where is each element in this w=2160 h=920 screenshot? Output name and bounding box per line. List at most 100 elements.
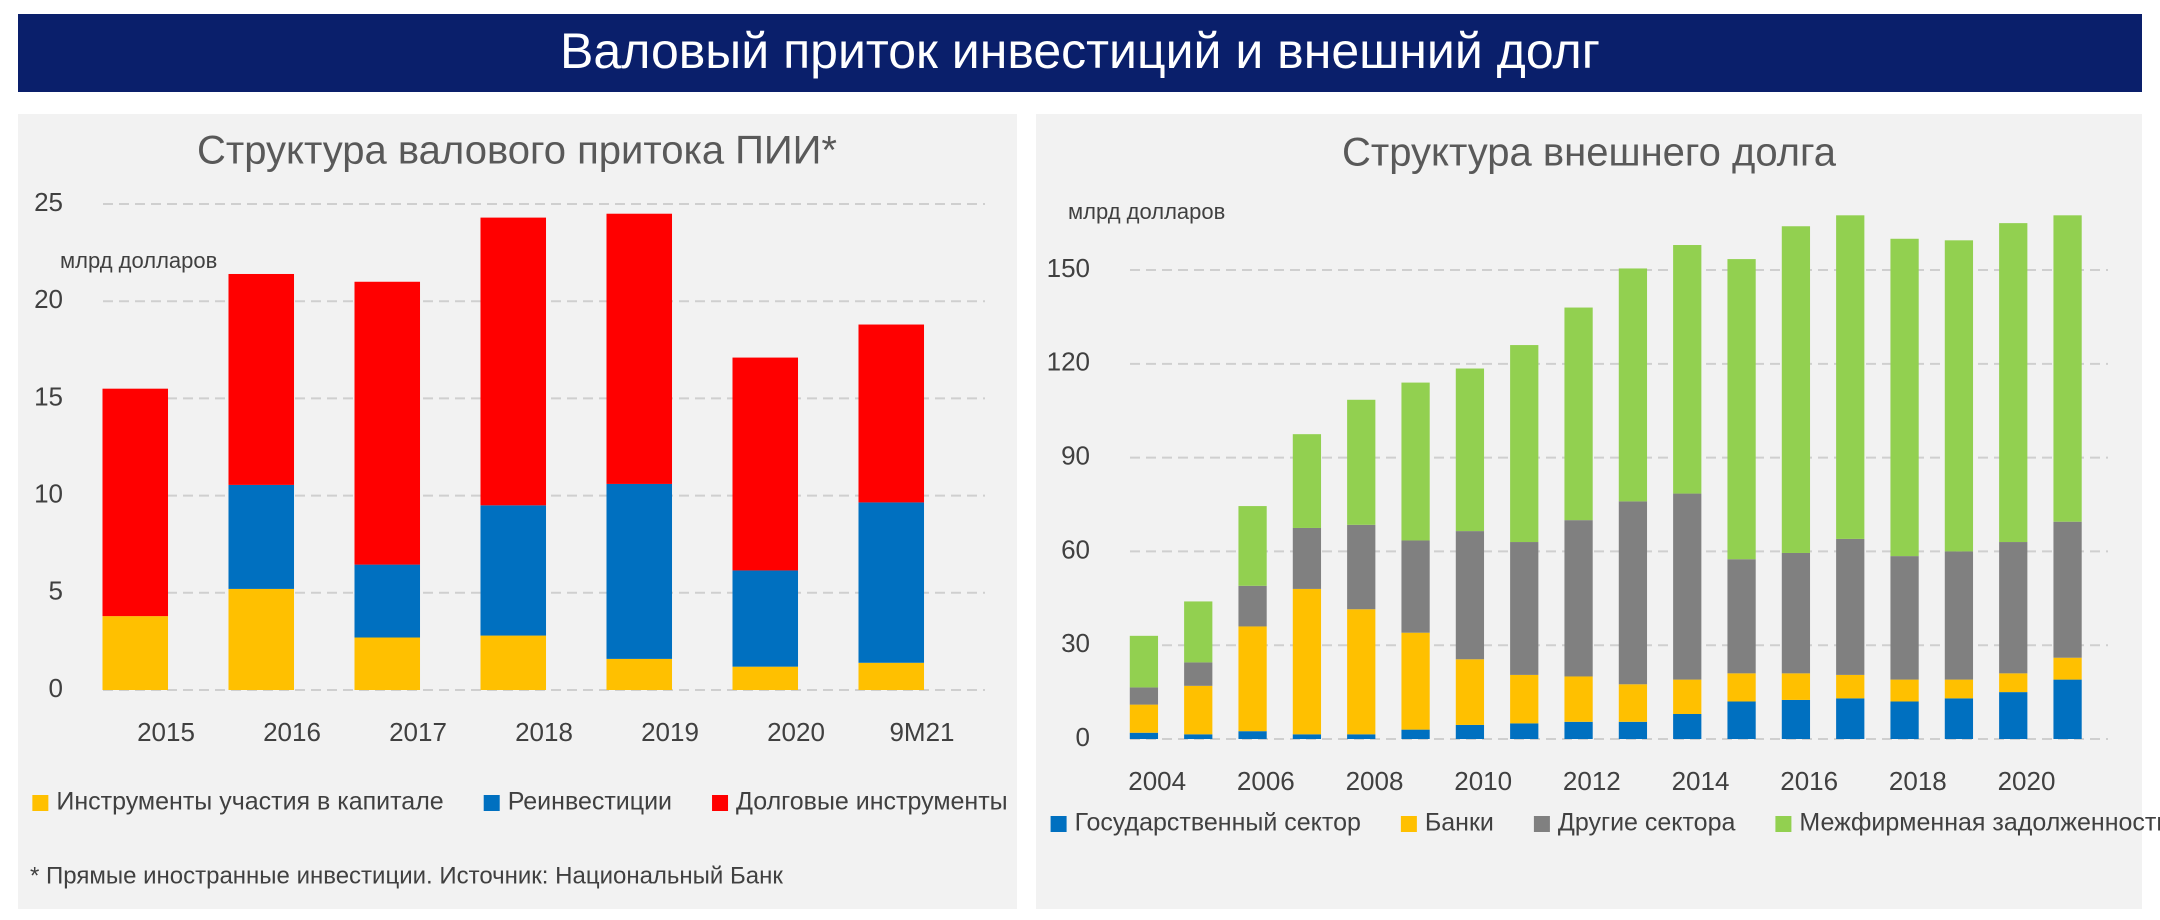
y-tick-label: 0 <box>49 673 63 703</box>
x-tick-label: 2020 <box>1998 766 2056 796</box>
bar-segment <box>1510 723 1539 739</box>
bar-segment <box>354 281 421 565</box>
legend-label: Другие сектора <box>1558 809 1736 837</box>
legend-swatch <box>1400 816 1417 832</box>
x-tick-label: 2020 <box>767 717 825 747</box>
x-tick-label: 9M21 <box>889 717 954 747</box>
bar-segment <box>1890 238 1919 557</box>
footnote: * Прямые иностранные инвестиции. Источни… <box>30 862 783 889</box>
y-tick-label: 5 <box>49 576 63 606</box>
bar-segment <box>1292 588 1322 735</box>
bar-segment <box>1455 659 1485 725</box>
bar-segment <box>1618 684 1648 722</box>
x-tick-label: 2017 <box>389 717 447 747</box>
x-tick-label: 2006 <box>1237 766 1295 796</box>
x-tick-label: 2018 <box>515 717 573 747</box>
bar-segment <box>228 588 295 690</box>
bar-segment <box>1727 259 1756 560</box>
bar-segment <box>1347 524 1376 610</box>
bar-segment <box>1238 731 1267 739</box>
bar-segment <box>732 570 799 667</box>
bar-segment <box>1836 698 1865 739</box>
bar-segment <box>1727 673 1756 702</box>
bar-segment <box>228 484 295 589</box>
legend-label: Реинвестиции <box>508 788 672 816</box>
bar-segment <box>354 637 421 690</box>
bar-segment <box>1564 676 1593 722</box>
bar-segment <box>1129 687 1159 705</box>
bar-segment <box>1781 699 1811 739</box>
header-bar <box>18 14 2142 92</box>
bar-segment <box>1836 215 1865 539</box>
bar-segment <box>1455 368 1485 532</box>
header-title: Валовый приток инвестиций и внешний долг <box>560 23 1600 79</box>
y-tick-label: 60 <box>1061 534 1090 564</box>
bar-segment <box>1999 542 2028 674</box>
bar-segment <box>1129 635 1159 688</box>
bar-segment <box>606 213 673 484</box>
x-tick-label: 2014 <box>1672 766 1730 796</box>
bar-segment <box>480 505 547 636</box>
bar-segment <box>1944 551 1974 680</box>
bar-segment <box>1238 506 1267 586</box>
chart-title: Структура внешнего долга <box>1342 131 1837 175</box>
bar-segment <box>1944 679 1974 699</box>
y-tick-label: 90 <box>1061 440 1090 470</box>
x-tick-label: 2004 <box>1128 766 1186 796</box>
bar-segment <box>1510 345 1539 543</box>
bar-segment <box>1618 268 1648 502</box>
bar-segment <box>1455 531 1485 660</box>
legend-label: Долговые инструменты <box>736 788 1008 816</box>
x-tick-label: 2016 <box>1780 766 1838 796</box>
bar-segment <box>1836 538 1865 675</box>
y-tick-label: 0 <box>1076 722 1090 752</box>
bar-segment <box>1292 527 1322 589</box>
bar-segment <box>1401 729 1430 739</box>
legend-swatch <box>32 795 49 811</box>
bar-segment <box>1401 632 1430 730</box>
x-tick-label: 2015 <box>137 717 195 747</box>
x-tick-label: 2018 <box>1889 766 1947 796</box>
bar-segment <box>1836 674 1865 699</box>
y-tick-label: 120 <box>1047 347 1090 377</box>
bar-segment <box>1944 240 1974 552</box>
bar-segment <box>102 388 169 617</box>
bar-segment <box>1564 307 1593 521</box>
legend-swatch <box>1050 816 1067 832</box>
bar-segment <box>858 662 925 690</box>
bar-segment <box>1564 520 1593 677</box>
bar-segment <box>1347 399 1376 525</box>
bar-segment <box>1999 692 2028 739</box>
bar-segment <box>2053 657 2082 680</box>
bar-segment <box>1944 698 1974 739</box>
bar-segment <box>1673 679 1702 714</box>
y-tick-label: 10 <box>34 478 63 508</box>
bar-segment <box>1455 724 1485 739</box>
y-axis-label: млрд долларов <box>1068 199 1225 224</box>
legend-label: Государственный сектор <box>1075 809 1361 837</box>
legend-label: Банки <box>1425 809 1494 837</box>
bar-segment <box>606 658 673 690</box>
y-tick-label: 150 <box>1047 253 1090 283</box>
chart-title: Структура валового притока ПИИ* <box>197 129 837 173</box>
x-tick-label: 2010 <box>1454 766 1512 796</box>
bar-segment <box>1890 679 1919 702</box>
bar-segment <box>1618 501 1648 685</box>
bar-segment <box>1184 685 1213 735</box>
bar-segment <box>1510 542 1539 675</box>
y-axis-label: млрд долларов <box>60 248 217 273</box>
bar-segment <box>102 616 169 690</box>
bar-segment <box>1510 674 1539 724</box>
bar-segment <box>1401 540 1430 633</box>
bar-segment <box>1673 245 1702 494</box>
bar-segment <box>228 273 295 485</box>
x-tick-label: 2019 <box>641 717 699 747</box>
bar-segment <box>1347 734 1376 739</box>
bar-segment <box>2053 521 2082 658</box>
bar-segment <box>1238 585 1267 627</box>
y-tick-label: 30 <box>1061 628 1090 658</box>
legend-label: Инструменты участия в капитале <box>56 788 443 816</box>
bar-segment <box>1129 732 1159 739</box>
bar-segment <box>1184 662 1213 686</box>
